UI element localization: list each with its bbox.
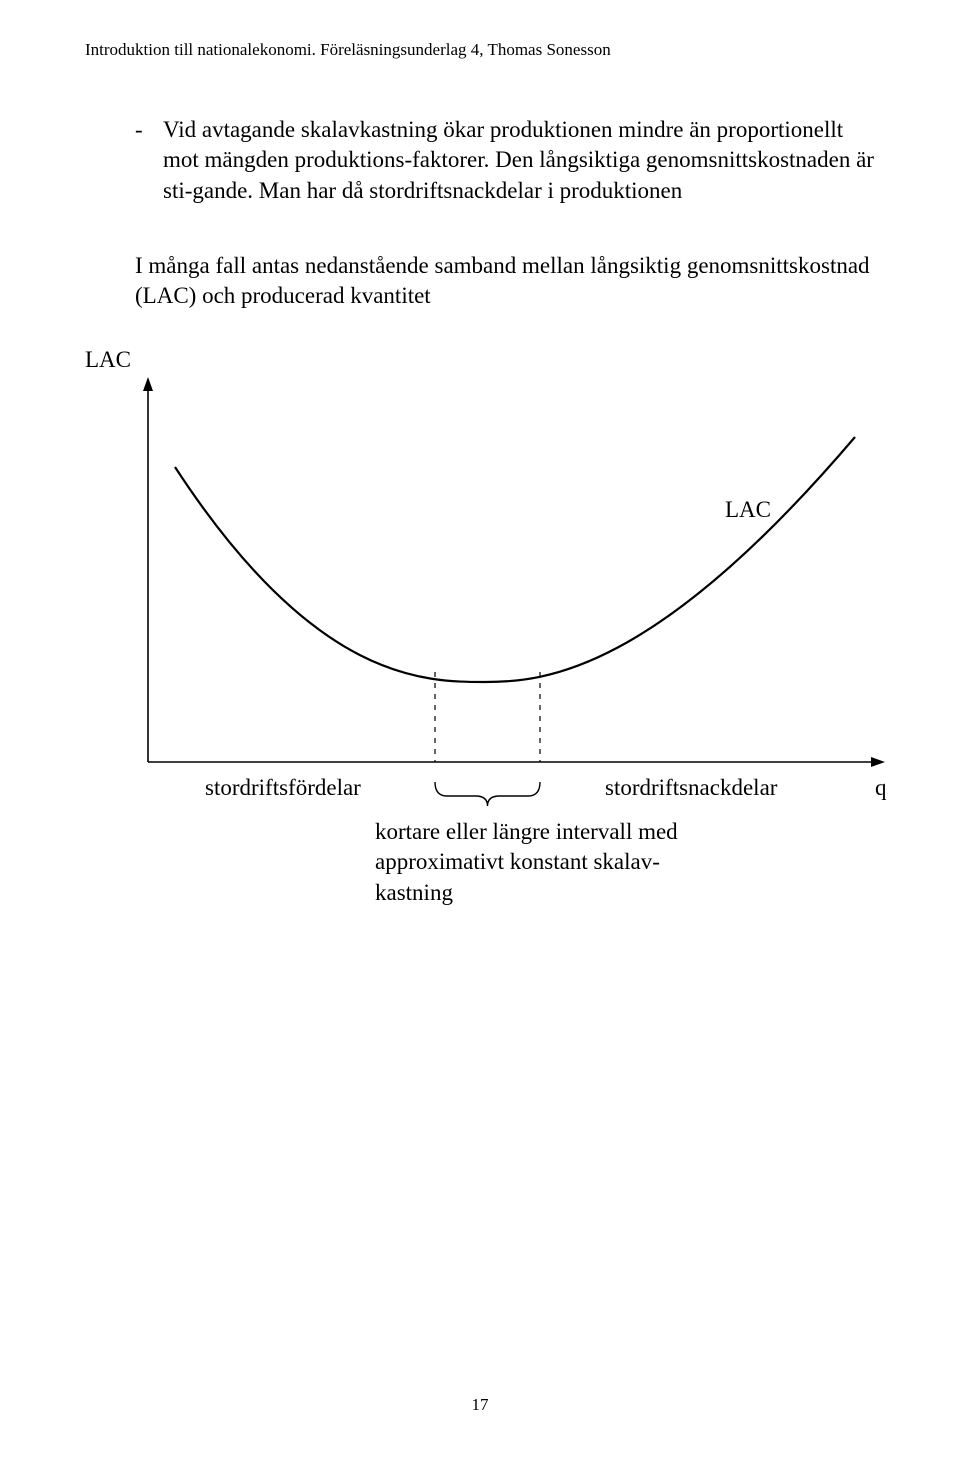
- x-region-left-label: stordriftsfördelar: [205, 775, 361, 801]
- lac-chart: LAC LAC stordriftsfördelar stordriftsnac…: [85, 347, 915, 907]
- page-header: Introduktion till nationalekonomi. Förel…: [85, 40, 900, 60]
- curve-label: LAC: [725, 497, 771, 523]
- bullet-text: Vid avtagande skalavkastning ökar produk…: [163, 115, 880, 206]
- x-region-right-label: stordriftsnackdelar: [605, 775, 777, 801]
- body-paragraph: I många fall antas nedanstående samband …: [135, 251, 900, 312]
- x-axis-label: q: [875, 775, 887, 801]
- bullet-dash: -: [135, 115, 163, 206]
- chart-footnote: kortare eller längre intervall med appro…: [375, 817, 735, 908]
- page-number: 17: [0, 1395, 960, 1415]
- bullet-item: - Vid avtagande skalavkastning ökar prod…: [135, 115, 880, 206]
